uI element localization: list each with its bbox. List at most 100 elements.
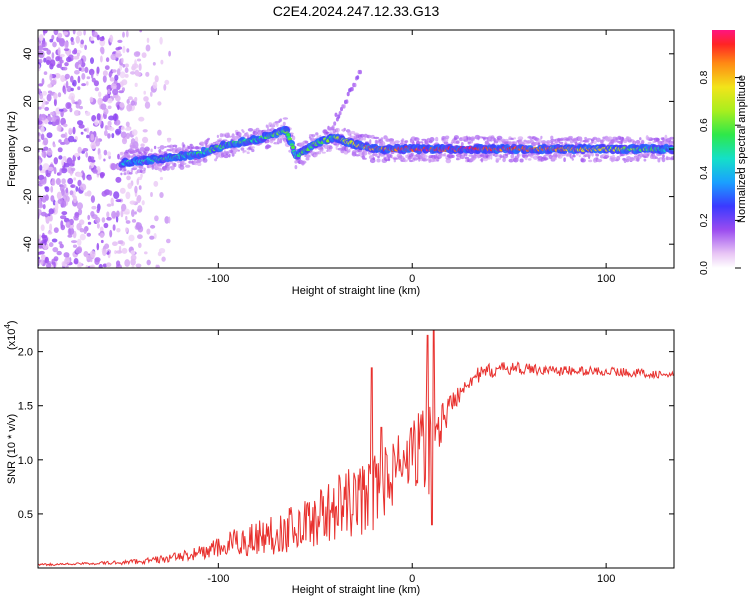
halo-blob	[225, 151, 229, 155]
noise-blob	[70, 167, 76, 172]
noise-blob	[78, 67, 82, 71]
noise-blob	[97, 97, 103, 106]
noise-blob	[141, 200, 145, 206]
noise-blob	[130, 250, 136, 255]
halo-blob	[226, 135, 233, 138]
noise-blob	[125, 227, 128, 233]
noise-blob	[53, 167, 57, 175]
halo-blob	[238, 132, 242, 136]
noise-blob	[51, 34, 55, 41]
noise-blob	[90, 57, 94, 64]
noise-blob	[115, 176, 122, 183]
colorbar: 0.0 0.2 0.4 0.6 0.8 Normalized spectral ampl…	[699, 30, 748, 275]
noise-blob	[49, 215, 53, 222]
halo-blob	[366, 134, 372, 139]
halo-blob	[429, 137, 435, 142]
noise-blob	[38, 88, 42, 94]
halo-blob	[661, 157, 666, 163]
noise-blob	[67, 234, 73, 238]
halo-blob	[242, 130, 245, 134]
noise-blob	[77, 120, 84, 126]
noise-blob	[99, 36, 105, 42]
halo-blob	[467, 141, 471, 145]
halo-blob	[139, 169, 143, 174]
noise-blob	[134, 82, 138, 87]
colorbar-tick-label: 0.4	[699, 165, 710, 179]
noise-blob	[110, 83, 117, 90]
noise-blob	[131, 129, 138, 136]
halo-blob	[527, 158, 532, 161]
noise-blob	[65, 102, 71, 110]
noise-blob	[43, 57, 47, 63]
noise-blob	[53, 143, 56, 148]
halo-blob	[223, 150, 227, 154]
noise-blob	[96, 34, 100, 41]
noise-blob	[38, 120, 43, 125]
noise-blob	[42, 163, 50, 171]
halo-blob	[586, 138, 592, 141]
noise-blob	[64, 73, 70, 80]
snr-y-multiplier: (x104)	[3, 320, 18, 350]
halo-blob	[146, 147, 150, 152]
halo-blob	[202, 158, 208, 163]
noise-blob	[112, 224, 116, 231]
halo-blob	[266, 145, 272, 148]
halo-blob	[404, 140, 409, 143]
halo-blob	[566, 153, 570, 157]
halo-blob	[422, 154, 428, 159]
noise-blob	[53, 227, 59, 234]
noise-blob	[58, 108, 64, 112]
halo-blob	[354, 154, 361, 157]
noise-blob	[76, 202, 83, 210]
noise-blob	[38, 174, 45, 181]
halo-blob	[443, 152, 447, 157]
halo-blob	[495, 157, 502, 161]
noise-blob	[110, 53, 117, 61]
noise-blob	[87, 214, 91, 221]
noise-blob	[52, 247, 59, 253]
noise-blob	[124, 63, 129, 68]
noise-blob	[103, 149, 108, 156]
noise-blob	[38, 198, 42, 205]
noise-blob	[131, 264, 135, 268]
halo-blob	[669, 136, 674, 140]
noise-blob	[48, 121, 53, 125]
noise-blob	[136, 196, 141, 204]
halo-blob	[580, 158, 586, 163]
halo-blob	[525, 140, 532, 144]
halo-blob	[362, 157, 367, 160]
noise-blob	[107, 105, 112, 110]
noise-blob	[100, 239, 104, 244]
colorbar-gradient	[712, 30, 735, 268]
noise-blob	[134, 185, 138, 194]
noise-blob	[62, 31, 69, 36]
noise-blob	[94, 87, 100, 92]
noise-blob	[46, 262, 52, 268]
noise-blob	[55, 107, 61, 115]
noise-blob	[119, 71, 126, 79]
halo-blob	[655, 137, 660, 142]
noise-blob	[46, 148, 53, 156]
noise-blob	[82, 172, 86, 181]
halo-blob	[315, 132, 319, 136]
noise-blob	[80, 39, 84, 45]
halo-blob	[588, 159, 593, 163]
noise-blob	[96, 113, 101, 121]
halo-blob	[218, 138, 223, 141]
halo-blob	[157, 146, 160, 149]
noise-blob	[111, 210, 117, 219]
noise-blob	[157, 101, 162, 106]
snr-x-ticks: -100 0 100	[207, 330, 615, 585]
noise-blob	[53, 98, 57, 107]
noise-blob	[84, 44, 87, 50]
noise-blob	[38, 83, 43, 87]
noise-blob	[86, 127, 90, 134]
noise-blob	[40, 113, 47, 121]
snr-y-tick-label: 1.0	[18, 455, 33, 467]
noise-blob	[130, 100, 135, 106]
halo-blob	[369, 139, 372, 144]
halo-blob	[291, 135, 296, 141]
halo-blob	[530, 155, 534, 159]
noise-blob	[164, 79, 170, 85]
noise-blob	[83, 228, 87, 234]
